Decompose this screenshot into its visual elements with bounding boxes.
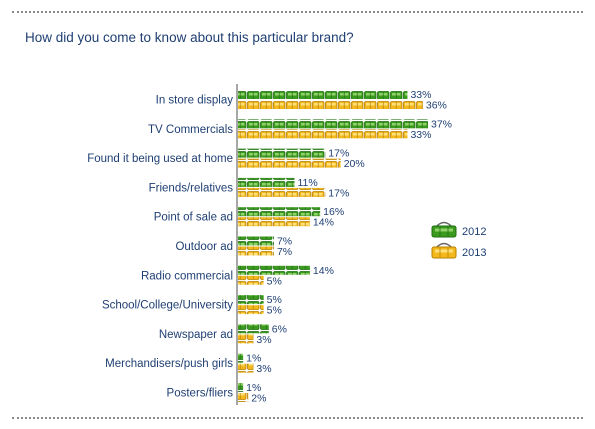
value-label-2012: 5%: [267, 294, 282, 306]
bar-2012: [238, 383, 244, 392]
value-label-2012: 11%: [297, 177, 317, 189]
value-label-2012: 1%: [246, 382, 261, 394]
value-label-2012: 1%: [246, 353, 261, 365]
bar-2013: [238, 334, 254, 344]
value-label-2013: 3%: [256, 363, 271, 375]
bar-2012: [238, 207, 321, 217]
value-label-2012: 7%: [277, 236, 292, 248]
category-label: Posters/fliers: [167, 388, 234, 400]
bar-2013: [238, 100, 423, 109]
category-label: Radio commercial: [141, 270, 233, 282]
value-label-2013: 17%: [328, 187, 349, 199]
value-label-2012: 17%: [328, 148, 349, 160]
bar-2012: [238, 90, 408, 99]
value-label-2012: 37%: [431, 118, 452, 130]
category-label: Merchandisers/push girls: [105, 358, 233, 370]
legend-label-2012: 2012: [462, 226, 486, 238]
bar-2012: [238, 324, 269, 334]
category-label: Point of sale ad: [154, 212, 233, 224]
bar-2013: [238, 129, 408, 139]
bottom-dotted-divider: [12, 417, 583, 419]
value-label-2012: 6%: [272, 323, 287, 335]
value-label-2013: 5%: [267, 305, 282, 317]
bar-2012: [238, 236, 274, 246]
bar-2013: [238, 393, 249, 402]
chart-title: How did you come to know about this part…: [25, 30, 354, 45]
category-label: Friends/relatives: [149, 182, 234, 194]
category-label: TV Commercials: [148, 124, 233, 136]
bar-2012: [238, 148, 326, 158]
category-label: In store display: [156, 95, 234, 107]
value-label-2013: 7%: [277, 246, 292, 258]
bar-2013: [238, 217, 310, 227]
bar-2012: [238, 295, 264, 305]
legend-basket-icon-2013: [431, 242, 457, 259]
category-label: Newspaper ad: [159, 329, 233, 341]
category-label: School/College/University: [102, 300, 233, 312]
top-dotted-divider: [12, 11, 583, 13]
value-label-2012: 14%: [313, 265, 334, 277]
bar-2013: [238, 246, 274, 256]
value-label-2013: 20%: [344, 158, 365, 170]
bar-2012: [238, 119, 428, 129]
bar-2012: [238, 353, 244, 363]
bar-2013: [238, 158, 341, 168]
legend-basket-icon-2012: [431, 221, 457, 238]
category-label: Found it being used at home: [87, 153, 233, 165]
legend-label-2013: 2013: [462, 247, 486, 259]
bar-2013: [238, 363, 254, 373]
bar-2013: [238, 305, 264, 315]
value-label-2013: 2%: [251, 393, 266, 405]
category-label: Outdoor ad: [175, 241, 233, 253]
value-label-2013: 3%: [256, 334, 271, 346]
value-label-2013: 33%: [410, 129, 431, 141]
value-label-2013: 36%: [426, 100, 447, 112]
value-label-2013: 5%: [267, 275, 282, 287]
value-label-2012: 16%: [323, 206, 344, 218]
bar-2012: [238, 177, 295, 187]
bar-2012: [238, 265, 310, 275]
value-label-2012: 33%: [410, 89, 431, 101]
bar-2013: [238, 275, 264, 285]
bar-2013: [238, 187, 326, 197]
value-label-2013: 14%: [313, 217, 334, 229]
